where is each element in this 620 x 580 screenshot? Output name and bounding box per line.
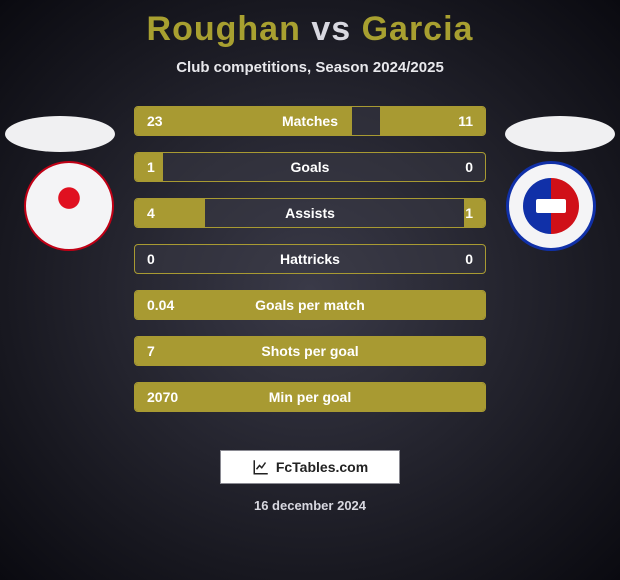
- stat-bars-container: 23 11 Matches 1 0 Goals 4 1 Assists 0 0 Hattricks 0.…: [134, 106, 486, 428]
- stat-value-right: 11: [458, 113, 473, 129]
- stat-value-right: 0: [465, 159, 473, 175]
- player2-club-crest: [506, 161, 596, 251]
- stat-bar: 1 0 Goals: [134, 152, 486, 182]
- stat-bar: 2070 Min per goal: [134, 382, 486, 412]
- stat-value-left: 4: [147, 205, 155, 221]
- player2-name: Garcia: [362, 10, 474, 48]
- snapshot-date: 16 december 2024: [0, 498, 620, 513]
- stat-label: Goals: [291, 159, 330, 175]
- comparison-arena: 23 11 Matches 1 0 Goals 4 1 Assists 0 0 Hattricks 0.…: [0, 96, 620, 436]
- stat-value-left: 1: [147, 159, 155, 175]
- crest-inner: [523, 178, 579, 234]
- stat-label: Matches: [282, 113, 338, 129]
- stat-bar: 0.04 Goals per match: [134, 290, 486, 320]
- stat-fill-left: [135, 199, 205, 227]
- stat-value-left: 7: [147, 343, 155, 359]
- site-label: FcTables.com: [276, 459, 368, 475]
- stat-value-left: 0: [147, 251, 155, 267]
- stat-label: Shots per goal: [261, 343, 358, 359]
- player2-base-disc: [505, 116, 615, 152]
- vs-label: vs: [311, 10, 351, 48]
- stat-value-right: 1: [465, 205, 473, 221]
- stat-value-left: 0.04: [147, 297, 174, 313]
- site-badge[interactable]: FcTables.com: [220, 450, 400, 484]
- stat-bar: 0 0 Hattricks: [134, 244, 486, 274]
- player1-name: Roughan: [147, 10, 301, 48]
- stat-label: Min per goal: [269, 389, 351, 405]
- stat-bar: 4 1 Assists: [134, 198, 486, 228]
- stat-bar: 23 11 Matches: [134, 106, 486, 136]
- stat-value-left: 23: [147, 113, 163, 129]
- stat-bar: 7 Shots per goal: [134, 336, 486, 366]
- player1-base-disc: [5, 116, 115, 152]
- comparison-title: Roughan vs Garcia: [0, 0, 620, 49]
- stat-label: Hattricks: [280, 251, 340, 267]
- stat-label: Assists: [285, 205, 335, 221]
- stat-label: Goals per match: [255, 297, 365, 313]
- player1-club-crest: [24, 161, 114, 251]
- stat-value-right: 0: [465, 251, 473, 267]
- subtitle: Club competitions, Season 2024/2025: [0, 59, 620, 76]
- stat-value-left: 2070: [147, 389, 178, 405]
- chart-icon: [252, 458, 270, 476]
